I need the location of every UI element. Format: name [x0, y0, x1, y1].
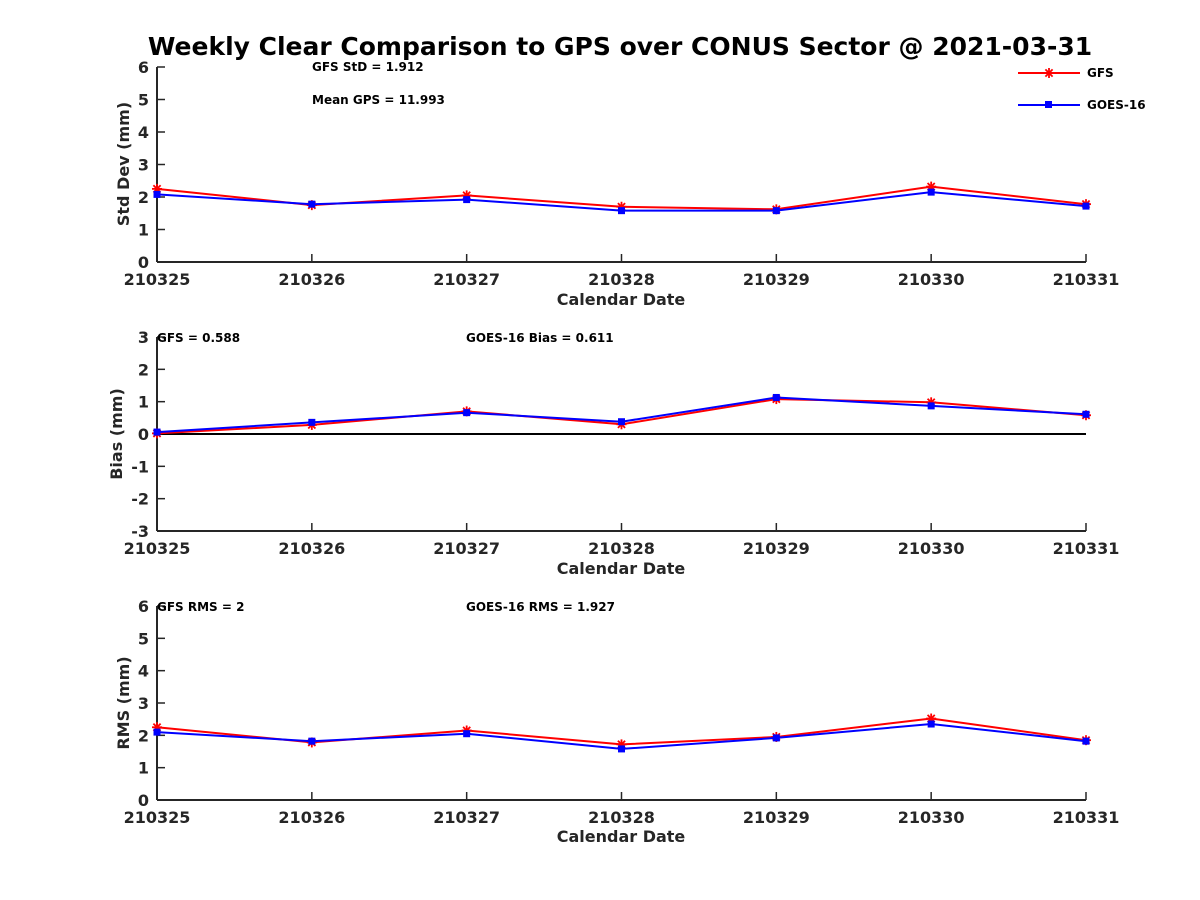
bias-goes-16-point: [308, 418, 316, 426]
rms-xtick-label: 210330: [898, 808, 965, 827]
std-ytick-label: 2: [138, 188, 149, 207]
std-xtick-label: 210326: [278, 270, 345, 289]
std-ytick-label: 4: [138, 123, 149, 142]
bias-goes-16-point: [927, 402, 935, 410]
panel-rms: 0 1 2 3 4 5 6 210325 210326 210327 210328 210329 210…: [114, 597, 1119, 846]
std-xtick-label: 210331: [1053, 270, 1120, 289]
panel-bias: -3 -2 -1 0 1 2 3 210325 210326 210327 210328 210329…: [107, 328, 1119, 578]
std-goes-16-point: [772, 207, 780, 215]
std-xlabel: Calendar Date: [557, 290, 686, 309]
legend-goes-label: GOES-16: [1087, 98, 1146, 112]
rms-ytick-label: 3: [138, 694, 149, 713]
rms-goes-16-point: [772, 734, 780, 742]
bias-xtick-label: 210326: [278, 539, 345, 558]
bias-axes: -3 -2 -1 0 1 2 3 210325 210326 210327 210328 210329…: [124, 328, 1120, 558]
rms-axes: 0 1 2 3 4 5 6 210325 210326 210327 210328 210329 210…: [124, 597, 1120, 827]
std-xtick-label: 210325: [124, 270, 191, 289]
rms-ytick-label: 6: [138, 597, 149, 616]
std-goes-16-point: [308, 200, 316, 208]
rms-xlabel: Calendar Date: [557, 827, 686, 846]
rms-goes-16-point: [927, 720, 935, 728]
std-xtick-label: 210328: [588, 270, 655, 289]
rms-ytick-label: 1: [138, 759, 149, 778]
std-ytick-label: 1: [138, 221, 149, 240]
std-ylabel: Std Dev (mm): [114, 102, 133, 226]
std-xtick-label: 210329: [743, 270, 810, 289]
bias-ylabel: Bias (mm): [107, 388, 126, 480]
rms-annotation-goes: GOES-16 RMS = 1.927: [466, 600, 615, 614]
std-goes-16-point: [463, 196, 471, 204]
bias-xtick-label: 210327: [433, 539, 500, 558]
rms-goes-16-point: [463, 730, 471, 738]
bias-xlabel: Calendar Date: [557, 559, 686, 578]
bias-goes-16-point: [1082, 410, 1090, 418]
std-ytick-label: 0: [138, 253, 149, 272]
chart-title: Weekly Clear Comparison to GPS over CONU…: [148, 32, 1092, 61]
std-ytick-label: 5: [138, 91, 149, 110]
rms-goes-16-point: [1082, 737, 1090, 745]
std-goes-16-point: [618, 207, 625, 215]
rms-xtick-label: 210325: [124, 808, 191, 827]
bias-goes-16-point: [618, 418, 625, 426]
rms-ytick-label: 0: [138, 791, 149, 810]
bias-series: [152, 393, 1091, 439]
bias-ytick-label: 3: [138, 328, 149, 347]
legend-gfs-label: GFS: [1087, 66, 1114, 80]
bias-annotation-goes: GOES-16 Bias = 0.611: [466, 331, 614, 345]
bias-ytick-label: 1: [138, 393, 149, 412]
rms-ytick-label: 2: [138, 726, 149, 745]
bias-annotation-gfs: GFS = 0.588: [157, 331, 240, 345]
std-xtick-label: 210330: [898, 270, 965, 289]
bias-ytick-label: 2: [138, 360, 149, 379]
rms-xtick-label: 210328: [588, 808, 655, 827]
std-goes-16-point: [153, 190, 161, 198]
bias-ytick-label: -1: [131, 457, 149, 476]
std-goes-16-point: [1082, 202, 1090, 210]
bias-goes-16-point: [153, 428, 161, 436]
rms-xtick-label: 210331: [1053, 808, 1120, 827]
rms-ylabel: RMS (mm): [114, 656, 133, 749]
std-ytick-label: 6: [138, 58, 149, 77]
rms-xtick-label: 210327: [433, 808, 500, 827]
panel-std: 0 1 2 3 4 5 6 210325 210326 210327 210328 210329 210…: [114, 58, 1119, 309]
bias-ytick-label: -3: [131, 522, 149, 541]
legend-goes-marker: [1045, 101, 1052, 108]
rms-annotation-gfs: GFS RMS = 2: [157, 600, 244, 614]
rms-goes-16-point: [308, 737, 316, 745]
std-xtick-label: 210327: [433, 270, 500, 289]
std-goes-16-point: [927, 188, 935, 196]
bias-xtick-label: 210330: [898, 539, 965, 558]
bias-ytick-label: 0: [138, 425, 149, 444]
rms-xtick-label: 210329: [743, 808, 810, 827]
bias-ytick-label: -2: [131, 490, 149, 509]
bias-xtick-label: 210325: [124, 539, 191, 558]
rms-xtick-label: 210326: [278, 808, 345, 827]
rms-goes-16-point: [618, 745, 625, 753]
rms-ytick-label: 4: [138, 662, 149, 681]
std-ytick-label: 3: [138, 156, 149, 175]
std-annotation-gps: Mean GPS = 11.993: [312, 93, 445, 107]
std-annotation-gfs: GFS StD = 1.912: [312, 60, 424, 74]
bias-xtick-label: 210331: [1053, 539, 1120, 558]
bias-goes-16-point: [463, 409, 471, 417]
std-series: [152, 181, 1091, 215]
legend-gfs-marker: [1044, 68, 1054, 78]
bias-xtick-label: 210329: [743, 539, 810, 558]
rms-series: [152, 713, 1091, 753]
rms-goes-16-point: [153, 728, 161, 736]
legend: GFS GOES-16: [1018, 66, 1146, 112]
rms-ytick-label: 5: [138, 629, 149, 648]
std-axes: 0 1 2 3 4 5 6 210325 210326 210327 210328 210329 210…: [124, 58, 1120, 289]
bias-goes-16-point: [772, 393, 780, 401]
bias-xtick-label: 210328: [588, 539, 655, 558]
